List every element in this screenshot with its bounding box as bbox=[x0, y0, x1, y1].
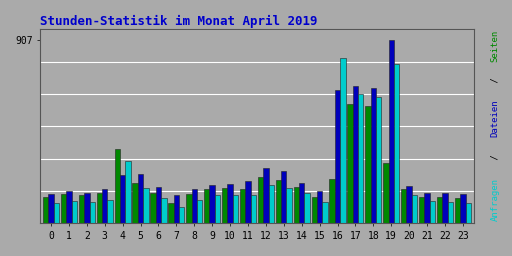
Bar bbox=[263, 168, 269, 223]
Bar bbox=[54, 203, 59, 223]
Bar bbox=[412, 195, 417, 223]
Bar bbox=[79, 195, 84, 223]
Bar bbox=[90, 201, 95, 223]
Bar bbox=[240, 189, 245, 223]
Bar bbox=[125, 161, 131, 223]
Bar bbox=[407, 186, 412, 223]
Bar bbox=[156, 187, 161, 223]
Bar bbox=[191, 189, 197, 223]
Bar bbox=[347, 104, 353, 223]
Bar bbox=[108, 199, 113, 223]
Bar bbox=[329, 179, 335, 223]
Bar bbox=[245, 181, 251, 223]
Bar bbox=[168, 203, 174, 223]
Bar bbox=[61, 194, 66, 223]
Bar bbox=[138, 174, 143, 223]
Bar bbox=[442, 193, 447, 223]
Bar bbox=[258, 177, 263, 223]
Bar bbox=[465, 203, 471, 223]
Text: /: / bbox=[490, 72, 499, 88]
Bar bbox=[97, 193, 102, 223]
Text: Stunden-Statistik im Monat April 2019: Stunden-Statistik im Monat April 2019 bbox=[40, 15, 318, 28]
Bar bbox=[281, 171, 287, 223]
Bar bbox=[197, 199, 202, 223]
Bar bbox=[353, 86, 358, 223]
Bar bbox=[276, 180, 281, 223]
Text: Dateien: Dateien bbox=[490, 100, 499, 137]
Bar bbox=[447, 201, 453, 223]
Bar bbox=[143, 188, 148, 223]
Text: Seiten: Seiten bbox=[490, 29, 499, 62]
Bar bbox=[209, 185, 215, 223]
Bar bbox=[365, 106, 371, 223]
Text: /: / bbox=[490, 149, 499, 165]
Bar bbox=[305, 194, 310, 223]
Bar bbox=[72, 201, 77, 223]
Bar bbox=[227, 184, 233, 223]
Bar bbox=[401, 189, 407, 223]
Bar bbox=[161, 198, 166, 223]
Bar bbox=[419, 197, 424, 223]
Bar bbox=[204, 189, 209, 223]
Bar bbox=[424, 193, 430, 223]
Bar bbox=[133, 183, 138, 223]
Bar bbox=[383, 163, 389, 223]
Bar bbox=[269, 185, 274, 223]
Bar bbox=[174, 196, 179, 223]
Text: Anfragen: Anfragen bbox=[490, 178, 499, 221]
Bar bbox=[115, 148, 120, 223]
Bar bbox=[311, 197, 317, 223]
Bar bbox=[389, 40, 394, 223]
Bar bbox=[430, 201, 435, 223]
Bar bbox=[102, 189, 108, 223]
Bar bbox=[394, 64, 399, 223]
Bar bbox=[371, 88, 376, 223]
Bar bbox=[455, 198, 460, 223]
Bar bbox=[84, 193, 90, 223]
Bar bbox=[317, 191, 322, 223]
Bar bbox=[233, 195, 238, 223]
Bar bbox=[251, 195, 256, 223]
Bar bbox=[48, 194, 54, 223]
Bar bbox=[294, 187, 299, 223]
Bar bbox=[437, 197, 442, 223]
Bar bbox=[120, 175, 125, 223]
Bar bbox=[43, 197, 48, 223]
Bar bbox=[335, 90, 340, 223]
Bar bbox=[151, 193, 156, 223]
Bar bbox=[340, 58, 346, 223]
Bar bbox=[179, 207, 184, 223]
Bar bbox=[215, 196, 220, 223]
Bar bbox=[376, 97, 381, 223]
Bar bbox=[287, 188, 292, 223]
Bar bbox=[66, 191, 72, 223]
Bar bbox=[358, 94, 364, 223]
Bar bbox=[222, 188, 227, 223]
Bar bbox=[460, 194, 465, 223]
Bar bbox=[322, 202, 328, 223]
Bar bbox=[186, 194, 191, 223]
Bar bbox=[299, 183, 305, 223]
